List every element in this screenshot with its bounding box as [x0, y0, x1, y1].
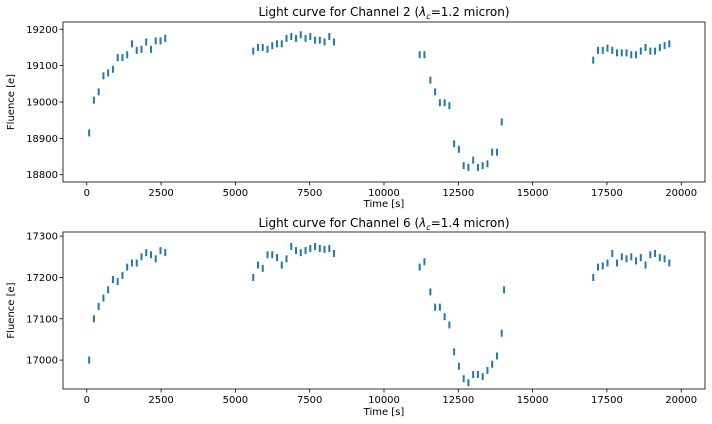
title-prefix: Light curve for Channel 2 (	[258, 5, 419, 19]
x-axis-label: Time [s]	[363, 199, 405, 210]
x-tick-label: 10000	[368, 188, 400, 199]
x-tick-label: 0	[84, 188, 90, 199]
y-tick-label: 17300	[26, 232, 58, 243]
title-suffix: =1.4 micron)	[431, 216, 510, 230]
y-tick-label: 17200	[26, 273, 58, 284]
x-tick-label: 12500	[442, 188, 474, 199]
x-tick-label: 0	[84, 395, 90, 406]
x-tick-label: 17500	[591, 395, 623, 406]
y-tick-label: 18900	[26, 134, 58, 145]
x-tick-label: 2500	[148, 395, 173, 406]
x-tick-label: 5000	[223, 188, 248, 199]
y-tick-label: 18800	[26, 170, 58, 181]
x-tick-label: 20000	[665, 395, 697, 406]
y-tick-label: 19000	[26, 98, 58, 109]
title-subscript: c	[426, 12, 431, 21]
title-subscript: c	[426, 223, 431, 232]
series-1	[88, 31, 671, 171]
chart-1: Light curve for Channel 2 (λc=1.2 micron…	[6, 5, 706, 210]
y-axis-label: Fluence [e]	[6, 282, 17, 338]
title-suffix: =1.2 micron)	[431, 5, 510, 19]
y-tick-label: 17100	[26, 314, 58, 325]
x-tick-label: 15000	[517, 395, 549, 406]
x-axis-label: Time [s]	[363, 407, 405, 418]
title-symbol: λ	[418, 216, 426, 230]
x-tick-label: 2500	[148, 188, 173, 199]
x-tick-label: 5000	[223, 395, 248, 406]
y-tick-label: 19200	[26, 25, 58, 36]
title-symbol: λ	[418, 5, 426, 19]
plot-frame	[62, 21, 706, 183]
x-tick-label: 17500	[591, 188, 623, 199]
x-tick-label: 7500	[297, 188, 322, 199]
x-tick-label: 12500	[442, 395, 474, 406]
x-tick-label: 7500	[297, 395, 322, 406]
chart-title: Light curve for Channel 6 (λc=1.4 micron…	[258, 216, 509, 232]
y-tick-label: 19100	[26, 61, 58, 72]
x-tick-label: 20000	[665, 188, 697, 199]
y-axis-label: Fluence [e]	[6, 74, 17, 130]
title-prefix: Light curve for Channel 6 (	[258, 216, 419, 230]
y-tick-label: 17000	[26, 356, 58, 367]
plot-frame	[62, 231, 706, 390]
x-tick-label: 15000	[517, 188, 549, 199]
x-tick-label: 10000	[368, 395, 400, 406]
series-1	[88, 242, 671, 387]
chart-title: Light curve for Channel 2 (λc=1.2 micron…	[258, 5, 509, 21]
chart-2: Light curve for Channel 6 (λc=1.4 micron…	[6, 216, 706, 418]
